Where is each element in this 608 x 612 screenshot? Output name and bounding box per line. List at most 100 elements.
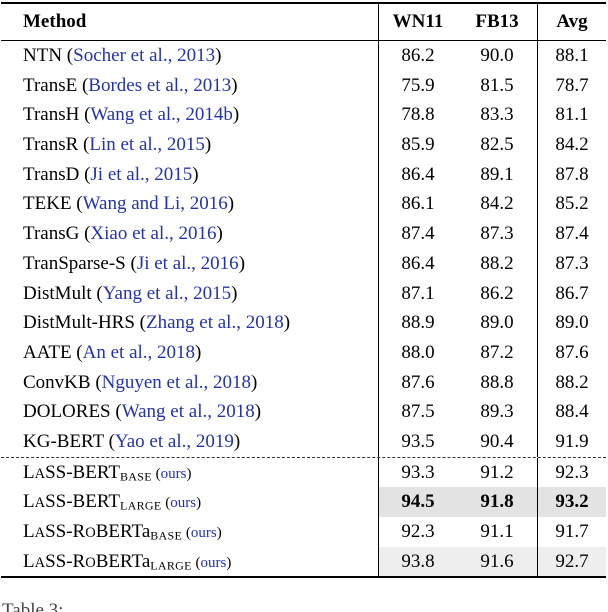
avg-value: 84.2 (537, 130, 606, 160)
method-text: TransR ( (23, 134, 90, 156)
method-text: A (34, 525, 46, 541)
citation-link[interactable]: An et al., 2018 (82, 341, 196, 363)
table-row: LASS-BERTBASE (ours) 93.3 91.2 92.3 (1, 456, 606, 488)
method-text: ) (233, 430, 241, 452)
wn11-value: 86.1 (378, 189, 457, 220)
wn11-value: 93.5 (378, 426, 457, 457)
wn11-value: 86.4 (378, 159, 457, 190)
method-text: ) (283, 312, 291, 334)
table-row: LASS-ROBERTaLARGE (ours) 93.8 91.6 92.7 (1, 546, 606, 577)
table-row: TEKE (Wang and Li, 2016) 86.1 84.2 85.2 (1, 189, 606, 220)
fb13-value: 90.0 (480, 45, 514, 66)
method-text: L (23, 550, 35, 572)
avg-value: 87.6 (537, 337, 606, 368)
fb13-value: 91.8 (457, 487, 537, 517)
citation-link[interactable]: Ji et al., 2016 (136, 252, 239, 274)
table-row: DistMult-HRS (Zhang et al., 2018) 88.9 89.… (1, 308, 606, 338)
method-text: O (85, 554, 96, 571)
citation-link[interactable]: Xiao et al., 2016 (90, 223, 217, 245)
fb13-value: 82.5 (480, 134, 514, 156)
table-row: DistMult (Yang et al., 2015) 87.1 86.2 86.7 (1, 278, 606, 309)
table-row: AATE (An et al., 2018) 88.0 87.2 87.6 (1, 337, 606, 368)
citation-link[interactable]: Socher et al., 2013 (73, 45, 216, 66)
method-text: SS-BERT (45, 491, 120, 513)
fb13-value: 89.3 (480, 401, 514, 423)
method-text: L (23, 461, 35, 483)
citation-link[interactable]: ours (200, 554, 227, 571)
fb13-value: 88.2 (480, 252, 514, 274)
citation-link[interactable]: Zhang et al., 2018 (146, 312, 284, 334)
method-text: ) (232, 104, 240, 126)
method-text: TransD ( (23, 163, 91, 185)
citation-link[interactable]: ours (170, 495, 197, 512)
citation-link[interactable]: Wang et al., 2018 (121, 401, 255, 423)
method-cell: DistMult (Yang et al., 2015) (1, 279, 378, 309)
wn11-value: 75.9 (378, 70, 457, 101)
method-cell: LASS-BERTLARGE (ours) (1, 487, 378, 517)
method-cell: LASS-ROBERTaBASE (ours) (1, 517, 378, 547)
wn11-value: 87.5 (378, 397, 457, 427)
avg-value: 89.0 (537, 308, 606, 338)
method-text: ( (161, 495, 171, 512)
method-text: a (141, 550, 151, 572)
table-row: LASS-ROBERTaBASE (ours) 92.3 91.1 91.7 (1, 517, 606, 547)
avg-value: 88.1 (537, 41, 606, 71)
table-row: NTN (Socher et al., 2013) 86.2 90.0 88.1 (1, 41, 606, 71)
fb13-value: 89.0 (480, 312, 514, 334)
method-text: ) (250, 371, 258, 393)
wn11-value: 87.1 (378, 278, 457, 309)
method-text: ) (195, 341, 202, 363)
method-text: LARGE (119, 498, 162, 513)
table-row: TranSparse-S (Ji et al., 2016) 86.4 88.2 87… (1, 248, 606, 279)
fb13-value: 88.8 (480, 371, 514, 393)
table-row: TransD (Ji et al., 2015) 86.4 89.1 87.8 (1, 159, 606, 190)
header-method: Method (23, 11, 87, 32)
citation-link[interactable]: ours (190, 525, 217, 541)
citation-link[interactable]: Wang et al., 2014b (90, 104, 233, 126)
avg-value: 87.8 (537, 159, 606, 190)
method-text: ) (231, 74, 238, 96)
method-text: TEKE ( (23, 193, 83, 215)
fb13-value: 84.2 (480, 193, 514, 215)
fb13-value: 86.2 (480, 282, 514, 304)
method-cell: NTN (Socher et al., 2013) (1, 41, 378, 71)
method-text: A (34, 495, 46, 512)
avg-value: 87.4 (537, 219, 606, 249)
method-text: ( (182, 525, 191, 541)
avg-value: 91.7 (537, 517, 606, 547)
method-text: ) (227, 193, 235, 215)
method-cell: TransR (Lin et al., 2015) (1, 130, 378, 160)
fb13-value: 83.3 (480, 104, 514, 126)
citation-link[interactable]: Ji et al., 2015 (90, 163, 193, 185)
method-text: LARGE (150, 558, 192, 573)
table-row: DOLORES (Wang et al., 2018) 87.5 89.3 88.4 (1, 397, 606, 427)
avg-value: 93.2 (537, 487, 606, 517)
table-row: TransR (Lin et al., 2015) 85.9 82.5 84.2 (1, 130, 606, 160)
wn11-value: 87.4 (378, 219, 457, 249)
table-row: LASS-BERTLARGE (ours) 94.5 91.8 93.2 (1, 487, 606, 517)
method-cell: AATE (An et al., 2018) (1, 338, 378, 368)
avg-value: 92.3 (537, 457, 606, 488)
method-text: a (141, 521, 151, 542)
wn11-value: 93.8 (378, 546, 457, 577)
citation-link[interactable]: Nguyen et al., 2018 (101, 371, 251, 393)
method-text: ) (186, 465, 192, 482)
wn11-value: 86.4 (378, 248, 457, 279)
citation-link[interactable]: Wang and Li, 2016 (82, 193, 228, 215)
method-text: ( (191, 554, 201, 571)
table-row: ConvKB (Nguyen et al., 2018) 87.6 88.8 88.2 (1, 367, 606, 398)
method-text: ) (238, 252, 246, 274)
method-text: AATE ( (23, 341, 83, 363)
citation-link[interactable]: Yao et al., 2019 (114, 430, 234, 452)
avg-value: 81.1 (537, 100, 606, 131)
avg-value: 87.3 (537, 248, 606, 279)
citation-link[interactable]: ours (160, 465, 187, 482)
method-text: ) (216, 223, 223, 245)
method-text: TransE ( (23, 74, 89, 96)
citation-link[interactable]: Bordes et al., 2013 (88, 74, 232, 96)
citation-link[interactable]: Yang et al., 2015 (102, 282, 232, 304)
method-text: ) (196, 495, 202, 512)
method-cell: DOLORES (Wang et al., 2018) (1, 397, 378, 427)
citation-link[interactable]: Lin et al., 2015 (89, 134, 205, 156)
avg-value: 91.9 (537, 426, 606, 457)
